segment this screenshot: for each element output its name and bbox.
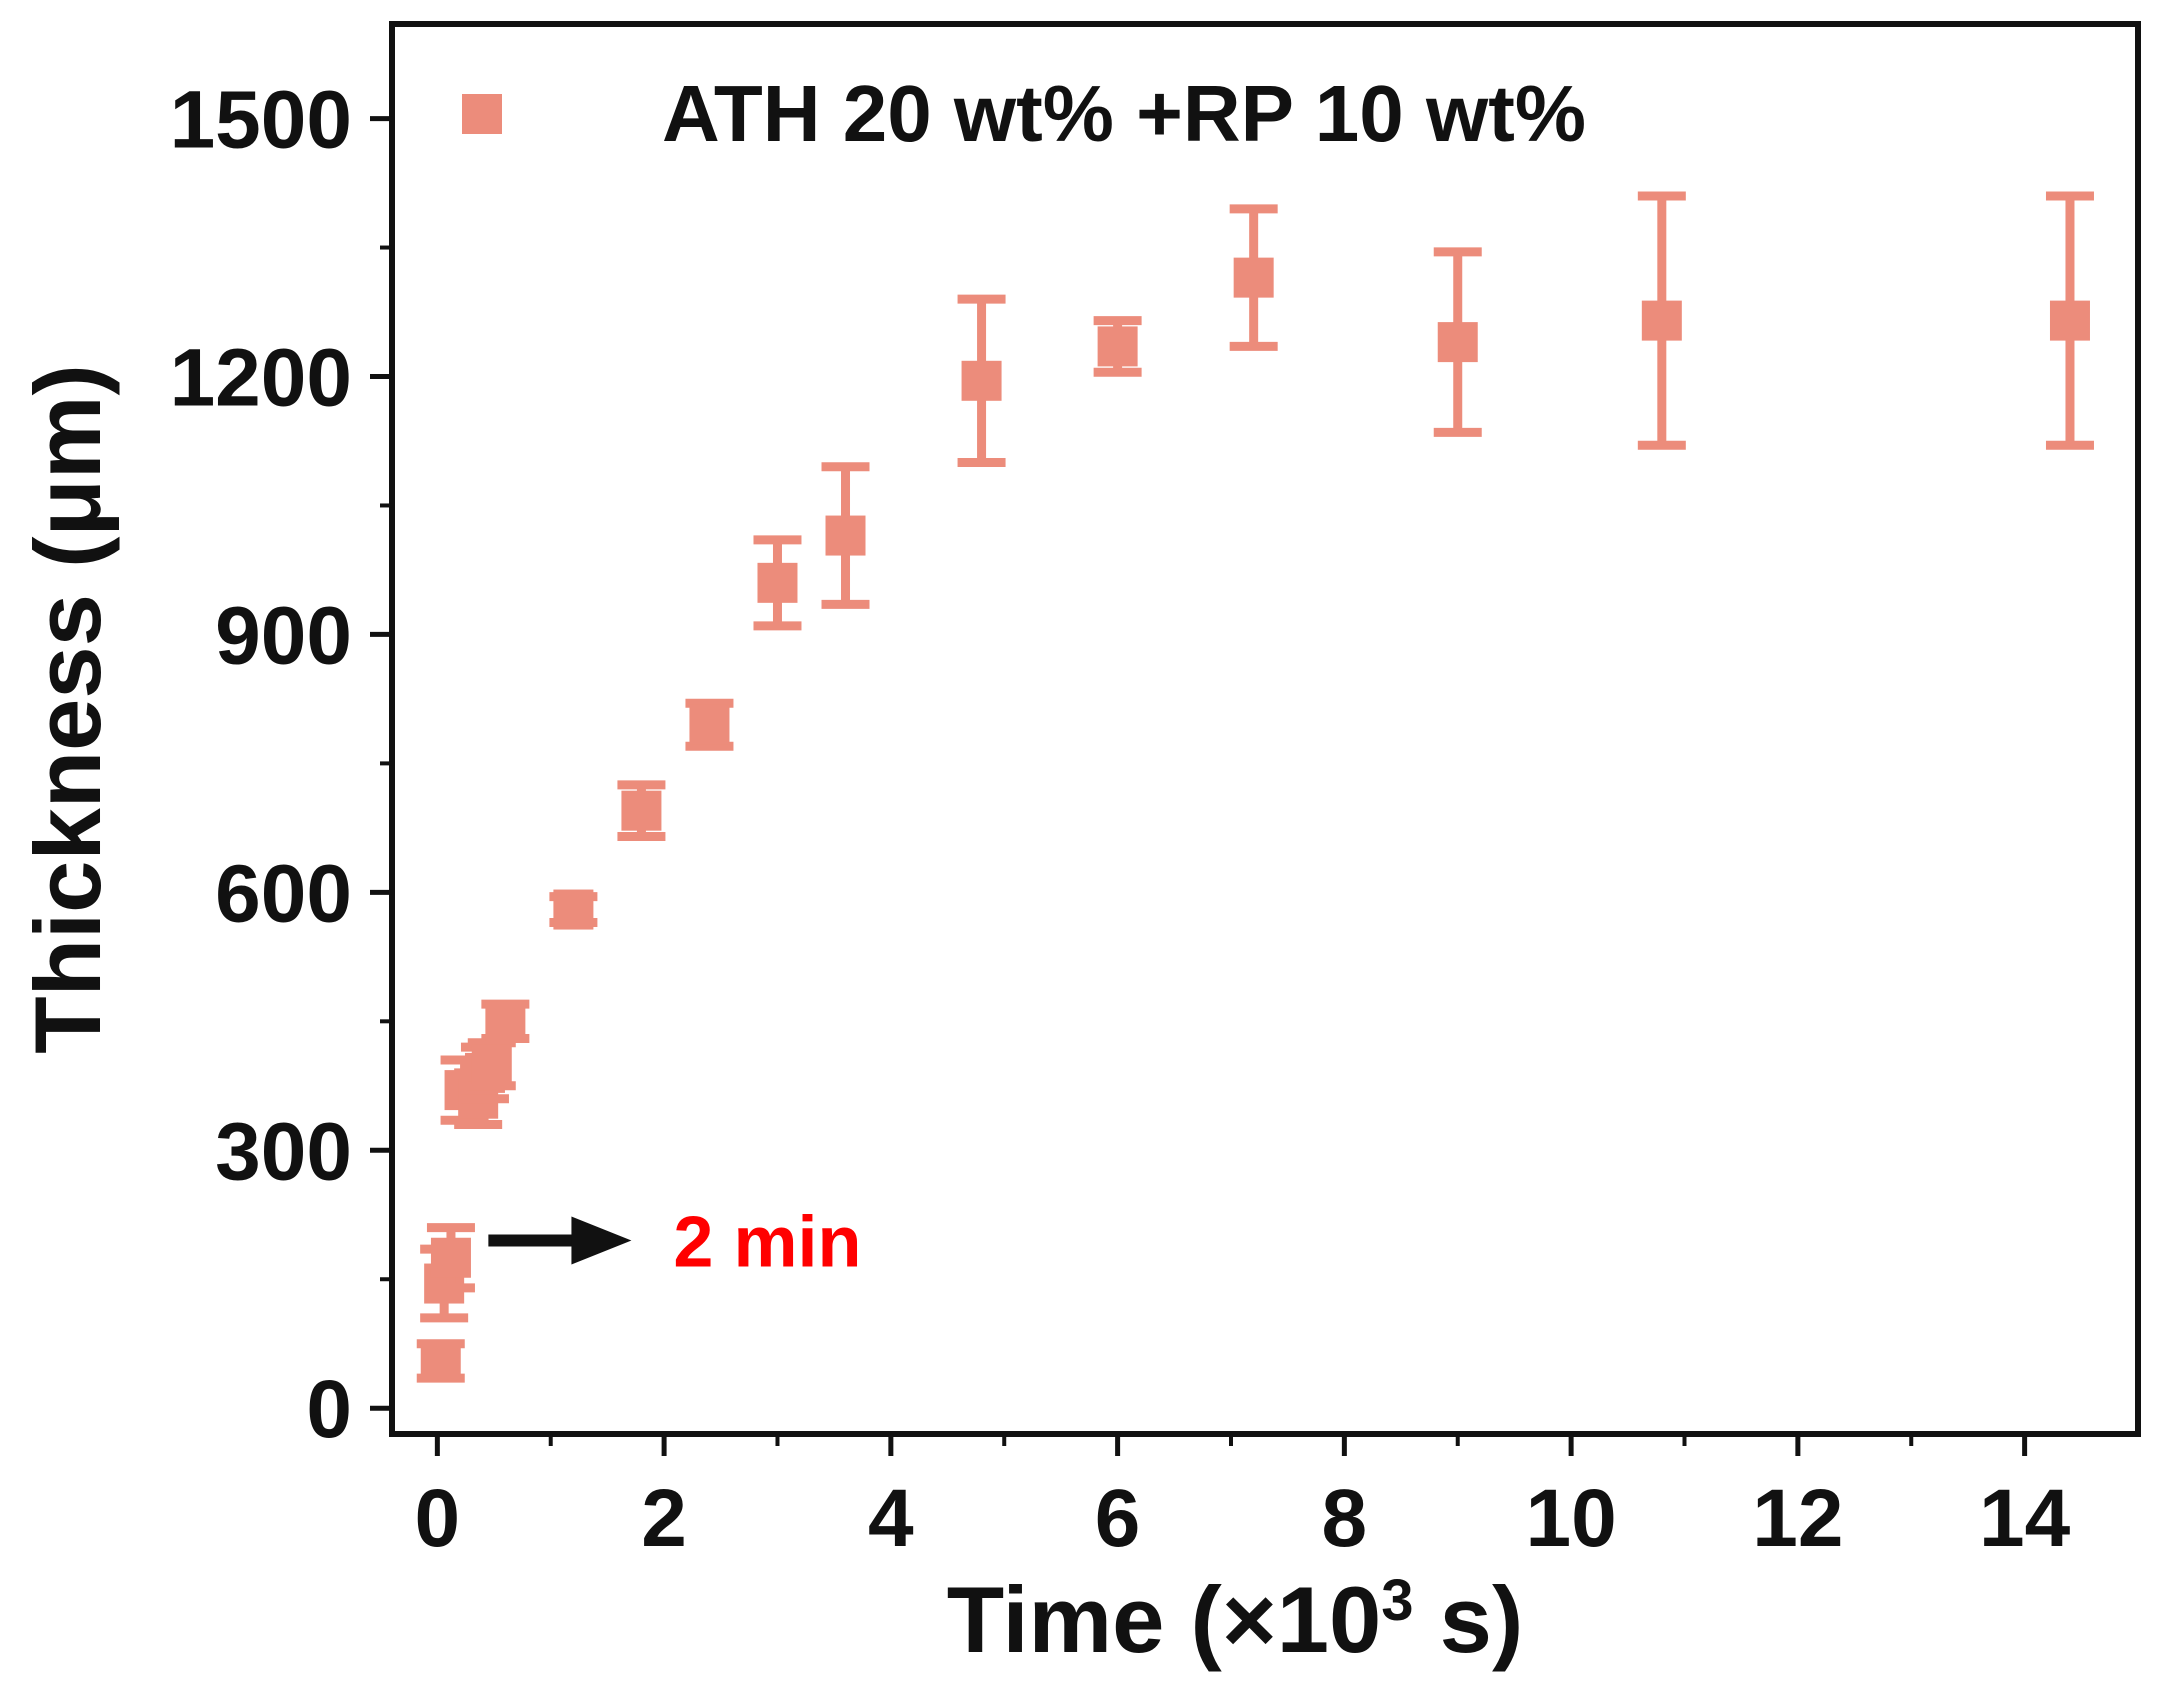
data-point [1637, 191, 1686, 450]
annotation: 2 min [488, 1203, 861, 1283]
annotation-arrow-head [571, 1216, 632, 1265]
x-tick-label: 0 [415, 1473, 461, 1564]
plot-frame [389, 21, 2141, 1437]
data-marker [961, 360, 1002, 401]
x-tick-label: 14 [1979, 1473, 2071, 1564]
x-tick-label: 10 [1526, 1473, 1617, 1564]
x-tick-label: 4 [868, 1473, 914, 1564]
y-tick-label: 600 [215, 848, 352, 939]
y-tick-label: 300 [215, 1106, 352, 1197]
legend: ATH 20 wt% +RP 10 wt% [462, 69, 1586, 158]
data-marker [2049, 300, 2090, 341]
x-axis-title: Time (×103 s) [947, 1567, 1524, 1672]
data-point [753, 535, 802, 631]
data-point [1093, 316, 1142, 377]
data-marker [430, 1237, 471, 1278]
y-tick-label: 1200 [170, 333, 352, 424]
data-point [2045, 191, 2094, 450]
data-point [549, 889, 598, 930]
legend-marker [462, 94, 502, 134]
data-marker [621, 790, 662, 831]
data-marker [1641, 300, 1682, 341]
data-point [617, 780, 666, 841]
x-axis-title-prefix: Time (×10 [947, 1567, 1382, 1672]
data-point [426, 1223, 475, 1293]
data-point [416, 1339, 465, 1383]
data-point [685, 698, 734, 751]
annotation-label: 2 min [673, 1203, 861, 1283]
y-axis-title: Thickness (μm) [15, 364, 120, 1054]
x-tick-label: 8 [1322, 1473, 1368, 1564]
y-tick-label: 0 [306, 1364, 352, 1455]
data-marker [485, 1001, 526, 1042]
y-tick-label: 1500 [170, 75, 352, 166]
data-marker [757, 562, 798, 603]
axes: 0 2 4 6 8 10 12 14 0 300 600 900 1200 1500 [170, 21, 2141, 1564]
data-marker [825, 515, 866, 556]
data-point [821, 462, 870, 609]
data-marker [1437, 322, 1478, 363]
data-point [957, 294, 1006, 467]
x-tick-label: 12 [1752, 1473, 1843, 1564]
data-point [1229, 204, 1278, 351]
data-marker [1097, 326, 1138, 367]
x-axis-title-superscript: 3 [1381, 1568, 1413, 1633]
data-marker [1233, 257, 1274, 298]
x-tick-label: 2 [641, 1473, 687, 1564]
data-marker [471, 1044, 512, 1085]
data-marker [553, 889, 594, 930]
data-point [481, 999, 530, 1044]
data-marker [420, 1340, 461, 1381]
data-point [1433, 247, 1482, 437]
x-tick-label: 6 [1095, 1473, 1141, 1564]
data-marker [689, 704, 730, 745]
data-point [467, 1038, 516, 1091]
plot-area [416, 191, 2094, 1383]
y-tick-label: 900 [215, 590, 352, 681]
legend-label: ATH 20 wt% +RP 10 wt% [662, 69, 1586, 158]
x-axis-title-suffix: s) [1414, 1567, 1524, 1672]
